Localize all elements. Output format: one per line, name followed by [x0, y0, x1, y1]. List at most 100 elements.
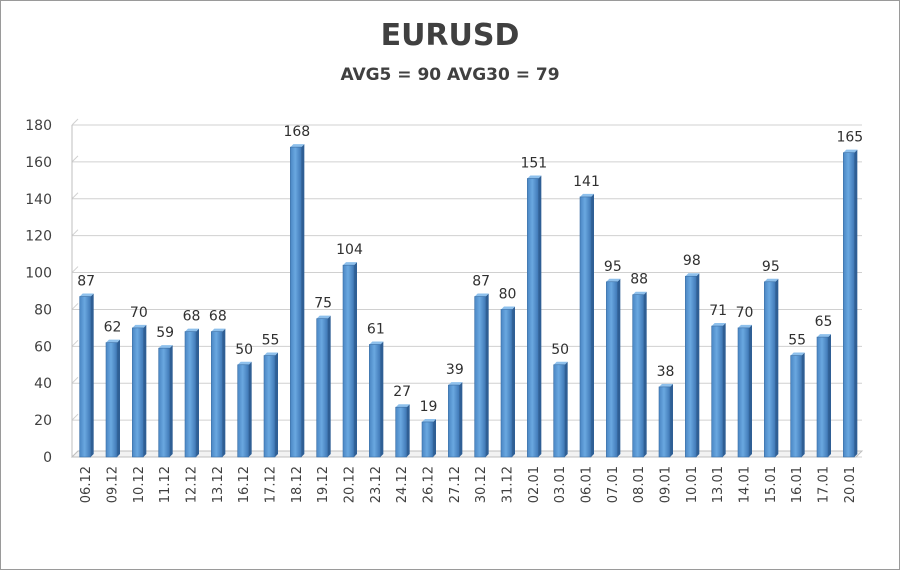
x-tick-label: 20.12	[343, 466, 358, 503]
data-label: 19	[420, 399, 438, 415]
bar-top	[422, 418, 436, 422]
x-tick-label: 08.01	[632, 466, 647, 503]
gridline-depth	[71, 266, 79, 273]
bar-side	[301, 144, 305, 457]
bar-top	[316, 315, 331, 319]
bar-front	[316, 318, 328, 458]
bar-top	[790, 352, 805, 356]
x-tick-label: 16.12	[237, 466, 252, 503]
bar-front	[105, 342, 118, 458]
x-tick-label: 09.12	[106, 466, 121, 503]
bar-front	[790, 355, 802, 458]
data-label: 75	[314, 296, 332, 312]
bar	[474, 293, 489, 458]
bar-top	[264, 352, 278, 356]
bar-front	[500, 309, 513, 458]
data-label: 95	[604, 259, 622, 275]
bar-top	[659, 383, 673, 387]
bar-top	[685, 273, 700, 277]
x-tick-label: 10.12	[132, 466, 147, 503]
bar	[316, 315, 331, 458]
data-label: 50	[551, 342, 569, 358]
bar	[79, 293, 94, 458]
bar	[685, 273, 700, 458]
bar	[290, 144, 305, 458]
x-tick-label: 07.01	[606, 466, 621, 503]
bar-side	[538, 175, 542, 457]
gridline-depth	[71, 413, 79, 421]
gridline-depth	[71, 376, 79, 384]
gridline-depth	[71, 339, 79, 347]
x-tick-label: 14.01	[738, 466, 753, 503]
bar-front	[764, 281, 776, 458]
x-tick-label: 19.12	[316, 466, 331, 503]
data-label: 141	[573, 174, 600, 190]
bar-front	[579, 196, 592, 458]
bar-front	[211, 331, 223, 458]
bar	[632, 291, 647, 458]
bar-front	[342, 264, 355, 458]
y-tick-label: 60	[34, 339, 52, 355]
bar-side	[696, 273, 700, 457]
bar	[500, 306, 515, 458]
bar	[342, 262, 357, 458]
x-tick-label: 23.12	[369, 466, 384, 503]
bar-side	[643, 291, 647, 457]
bar-front	[184, 331, 197, 458]
y-tick-label: 80	[34, 302, 52, 318]
bar-side	[196, 328, 199, 457]
x-tick-label: 15.01	[764, 466, 779, 503]
gridline-depth	[71, 229, 79, 237]
bar	[816, 334, 831, 458]
bar-front	[421, 421, 434, 458]
data-label: 55	[262, 333, 280, 349]
data-label: 38	[657, 364, 675, 380]
bar-side	[485, 293, 489, 457]
data-label: 87	[77, 274, 95, 290]
bar-side	[459, 382, 463, 457]
x-tick-label: 18.12	[290, 466, 305, 503]
bar-front	[606, 281, 618, 458]
bar-side	[828, 334, 831, 457]
bar-side	[143, 324, 147, 457]
bar-top	[606, 278, 621, 282]
x-tick-label: 17.12	[264, 466, 279, 503]
bar-front	[711, 325, 723, 458]
x-tick-label: 31.12	[501, 466, 516, 503]
data-label: 71	[709, 303, 727, 319]
bar-top	[738, 324, 752, 328]
x-tick-label: 03.01	[553, 466, 568, 503]
bar	[237, 361, 252, 458]
bar	[395, 404, 410, 458]
bar-top	[369, 341, 384, 345]
bar-top	[79, 293, 94, 297]
bar-side	[591, 193, 594, 457]
bar-top	[290, 144, 305, 148]
bar-side	[670, 383, 673, 457]
bar	[764, 278, 779, 458]
gridline-depth	[71, 118, 79, 126]
bar-top	[764, 278, 779, 282]
x-tick-label: 06.01	[580, 466, 595, 503]
bar-side	[854, 149, 858, 457]
bar-front	[527, 178, 539, 458]
data-label: 65	[815, 314, 833, 330]
data-label: 168	[283, 124, 310, 140]
bar	[421, 418, 436, 458]
x-tick-label: 16.01	[790, 466, 805, 503]
bar-top	[632, 291, 647, 295]
bar-side	[275, 352, 278, 457]
bar-front	[237, 364, 249, 458]
x-tick-label: 12.12	[185, 466, 200, 503]
bar	[211, 328, 226, 458]
bar-top	[395, 404, 410, 408]
bar	[448, 382, 463, 458]
x-tick-label: 06.12	[79, 466, 94, 503]
bar-top	[580, 193, 594, 197]
y-tick-label: 160	[25, 155, 52, 171]
y-tick-label: 180	[25, 118, 52, 134]
bar-front	[395, 406, 407, 458]
x-tick-label: 11.12	[158, 466, 173, 503]
y-tick-label: 140	[25, 192, 52, 208]
